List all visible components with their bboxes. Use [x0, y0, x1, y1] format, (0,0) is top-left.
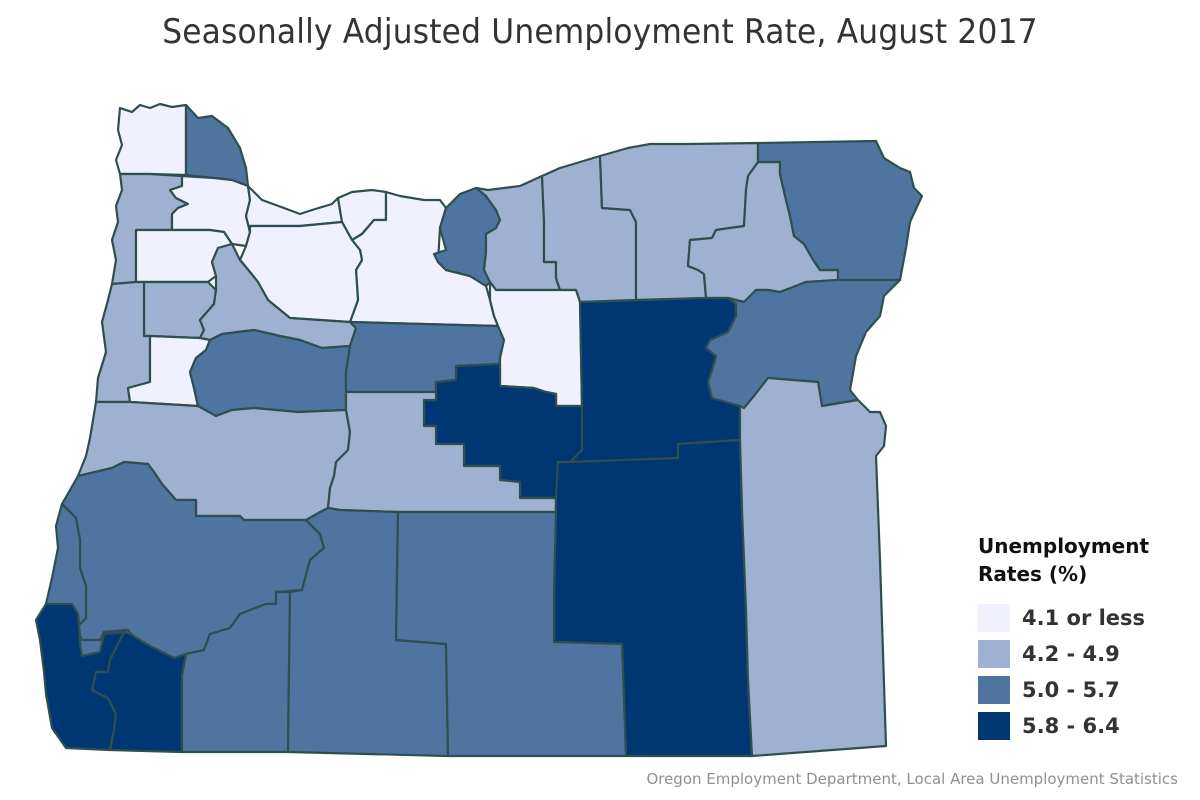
- legend-item-bin1[interactable]: 4.1 or less: [978, 600, 1149, 636]
- legend-title-line1: Unemployment: [978, 534, 1150, 558]
- county-lake[interactable]: [394, 510, 628, 758]
- map-title: Seasonally Adjusted Unemployment Rate, A…: [162, 12, 1038, 52]
- legend-label: 4.2 - 4.9: [1022, 642, 1120, 666]
- county-clatsop[interactable]: [114, 102, 188, 177]
- legend-swatch: [978, 604, 1010, 632]
- legend-item-bin2[interactable]: 4.2 - 4.9: [978, 636, 1149, 672]
- county-jackson[interactable]: [180, 590, 292, 754]
- legend-item-bin3[interactable]: 5.0 - 5.7: [978, 672, 1149, 708]
- county-wallowa[interactable]: [756, 139, 924, 282]
- legend-swatch: [978, 676, 1010, 704]
- legend-swatch: [978, 640, 1010, 668]
- legend-title-line2: Rates (%): [978, 562, 1088, 586]
- county-deschutes[interactable]: [326, 390, 558, 514]
- legend-label: 4.1 or less: [1022, 606, 1146, 630]
- county-josephine[interactable]: [90, 630, 188, 754]
- legend: Unemployment Rates (%) 4.1 or less 4.2 -…: [978, 532, 1149, 744]
- source-credit: Oregon Employment Department, Local Area…: [646, 770, 1178, 788]
- legend-item-bin4[interactable]: 5.8 - 6.4: [978, 708, 1149, 744]
- county-columbia[interactable]: [184, 103, 250, 188]
- legend-swatch: [978, 712, 1010, 740]
- legend-label: 5.0 - 5.7: [1022, 678, 1120, 702]
- legend-label: 5.8 - 6.4: [1022, 714, 1120, 738]
- county-malheur[interactable]: [738, 376, 888, 758]
